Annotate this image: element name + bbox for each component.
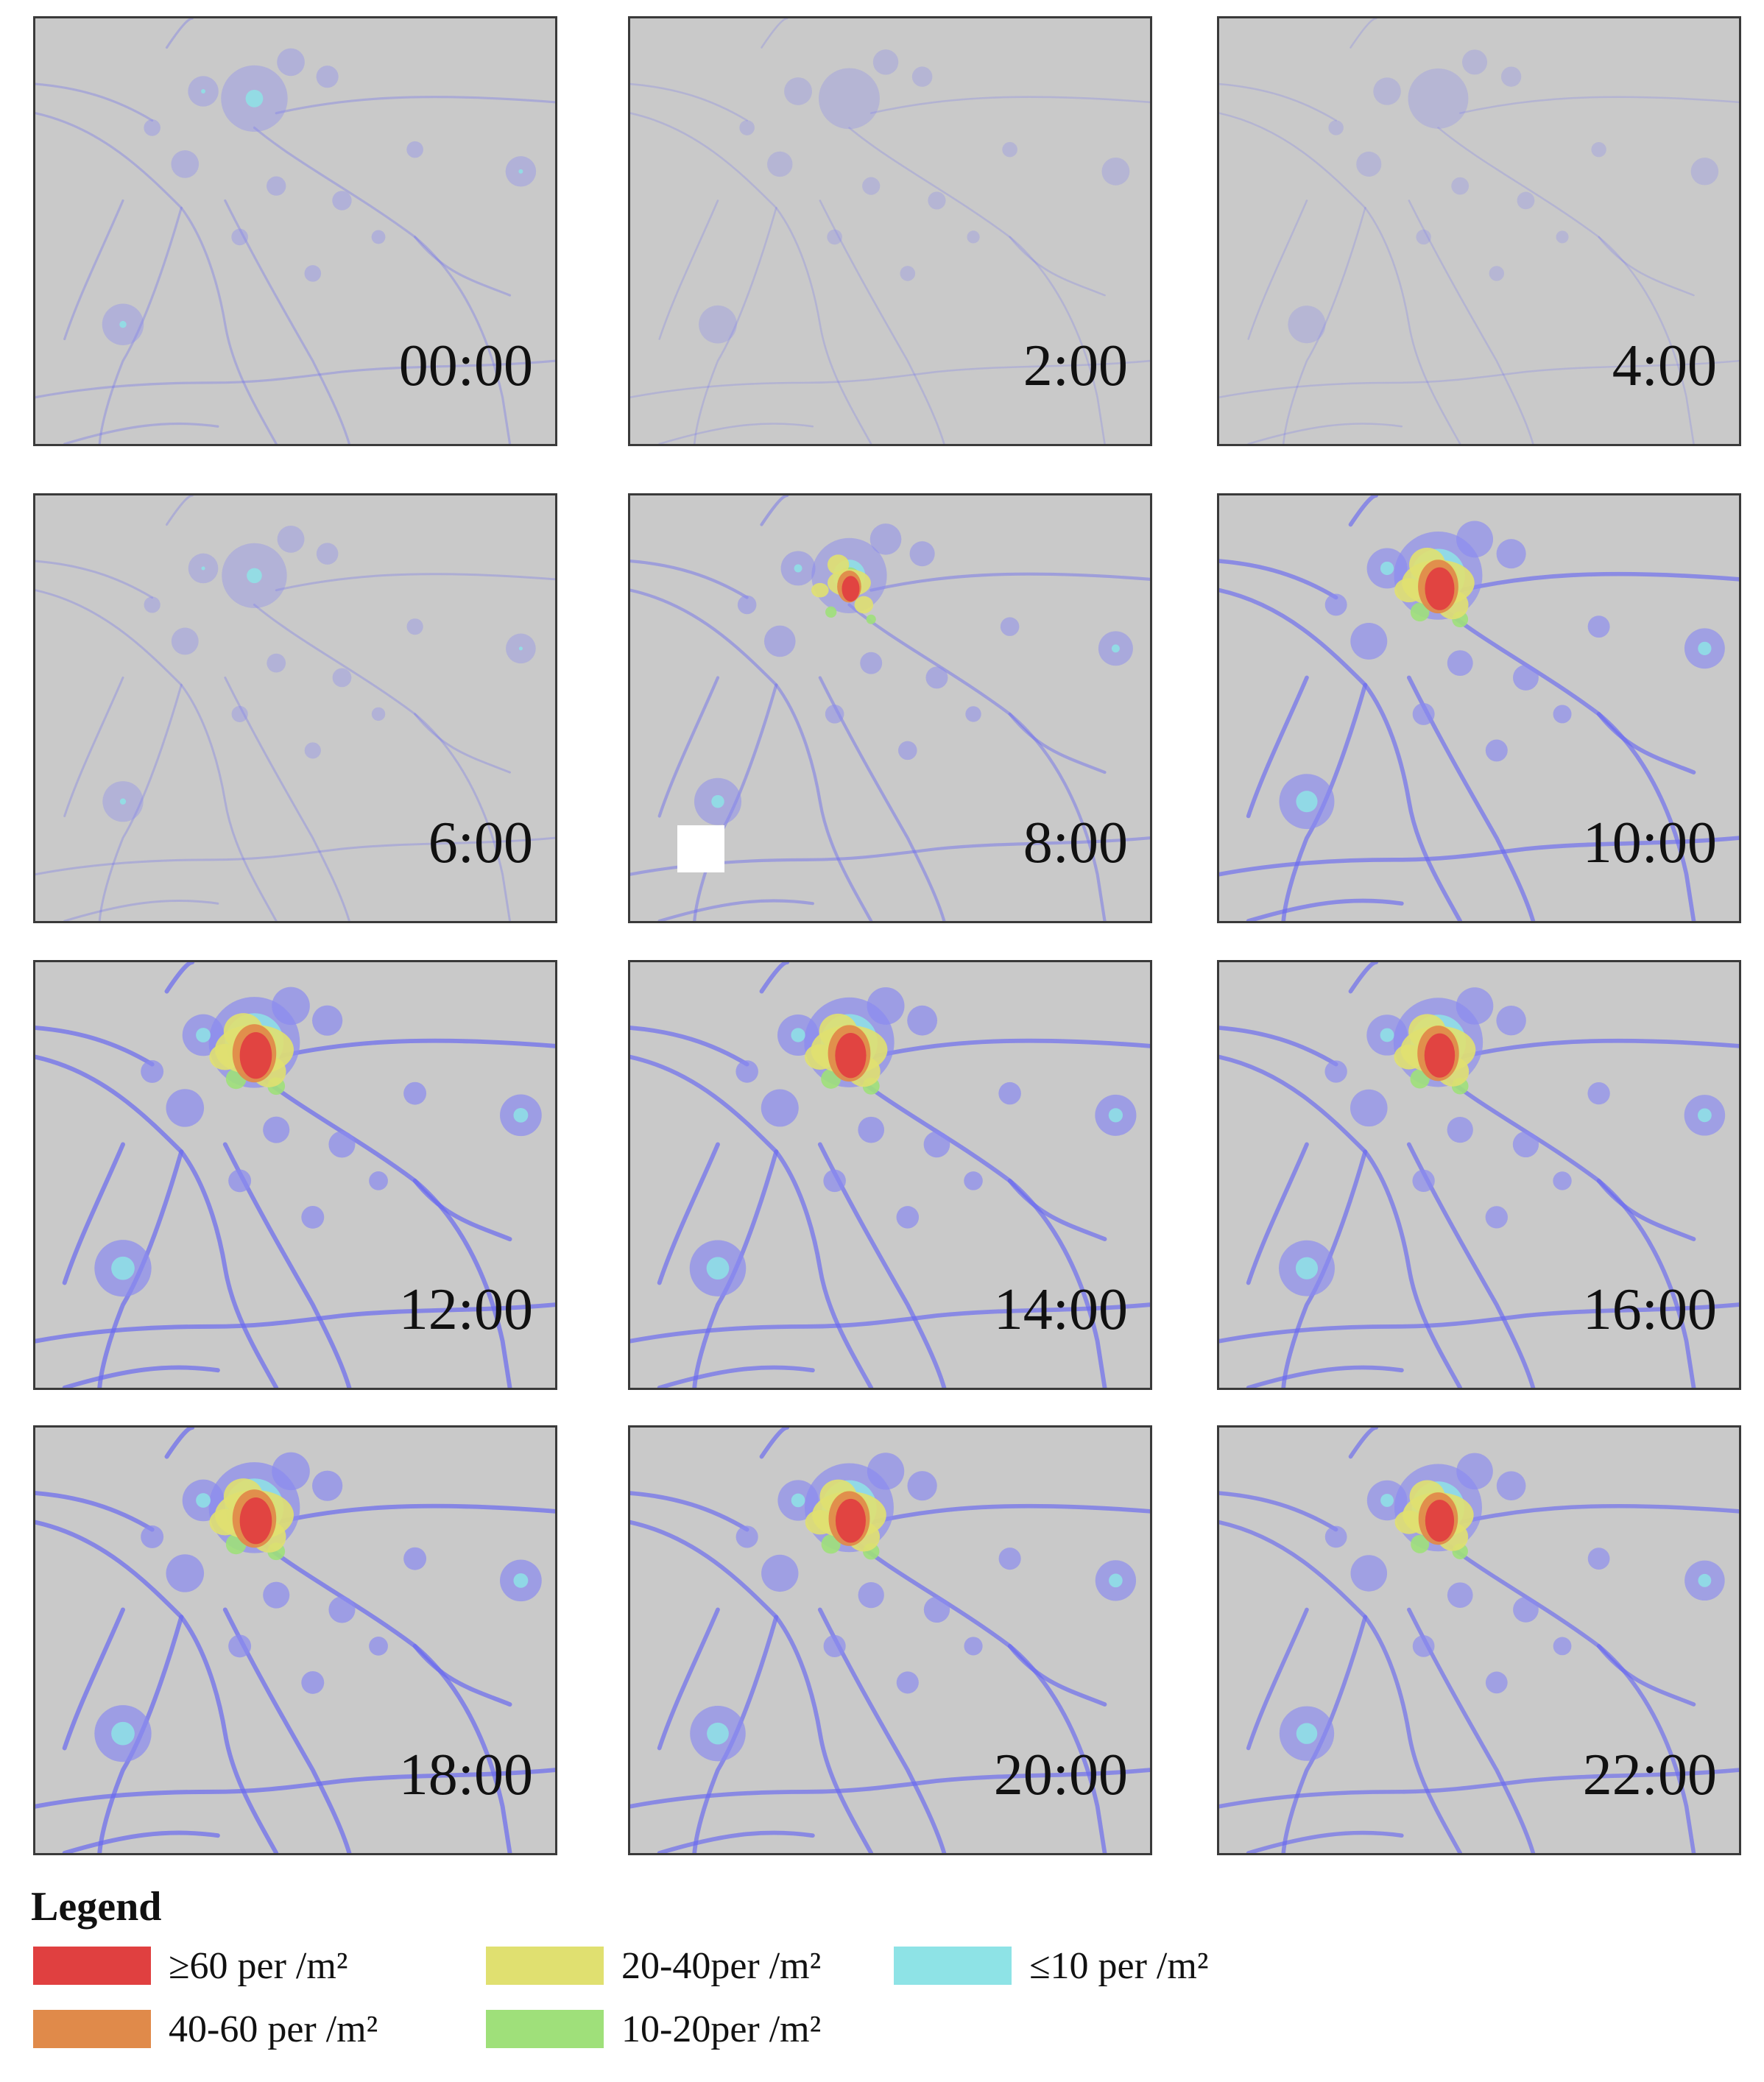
legend-label: 40-60 per /m² xyxy=(169,2008,378,2050)
high-density-core xyxy=(209,1478,294,1553)
time-label: 10:00 xyxy=(1582,811,1717,875)
density-map xyxy=(1219,1428,1739,1853)
legend-label: 10-20per /m² xyxy=(621,2008,822,2050)
legend-label: 20-40per /m² xyxy=(621,1944,822,1987)
map-panel-1400: 14:00 xyxy=(628,960,1152,1390)
map-panel-0800: 8:00 xyxy=(628,493,1152,923)
road-network xyxy=(35,1428,555,1853)
high-density-core xyxy=(209,1013,294,1087)
low-density-areas xyxy=(699,49,1130,344)
low-density-areas xyxy=(694,523,1133,825)
high-density-core xyxy=(805,1479,886,1552)
low-density-areas xyxy=(94,987,542,1297)
legend-title: Legend xyxy=(31,1884,162,1930)
mid-density-areas xyxy=(119,89,523,328)
map-panel-1600: 16:00 xyxy=(1217,960,1741,1390)
time-label: 14:00 xyxy=(993,1277,1128,1342)
road-network xyxy=(630,495,1150,921)
road-network xyxy=(35,962,555,1388)
road-network xyxy=(630,962,1150,1388)
time-label: 22:00 xyxy=(1582,1743,1717,1807)
map-panel-1000: 10:00 xyxy=(1217,493,1741,923)
map-panel-2000: 20:00 xyxy=(628,1425,1152,1855)
density-map xyxy=(630,962,1150,1388)
time-label: 20:00 xyxy=(993,1743,1128,1807)
road-network xyxy=(35,495,555,921)
low-density-areas xyxy=(102,525,536,822)
low-density-areas xyxy=(690,1453,1137,1762)
legend-item-10-20: 10-20per /m² xyxy=(486,2007,821,2051)
white-square-marker xyxy=(677,825,724,872)
legend-swatch xyxy=(894,1947,1012,1985)
legend-item-40-60: 40-60 per /m² xyxy=(33,2007,378,2051)
low-density-areas xyxy=(1288,49,1719,344)
time-label: 2:00 xyxy=(1023,334,1128,398)
high-density-core xyxy=(1394,1014,1476,1087)
density-map xyxy=(35,18,555,444)
map-panel-0200: 2:00 xyxy=(628,16,1152,446)
map-panel-0400: 4:00 xyxy=(1217,16,1741,446)
low-density-areas xyxy=(102,48,537,345)
legend-item-10-less: ≤10 per /m² xyxy=(894,1944,1208,1988)
legend-item-60-plus: ≥60 per /m² xyxy=(33,1944,347,1988)
density-map xyxy=(35,962,555,1388)
time-label: 6:00 xyxy=(428,811,533,875)
legend-label: ≥60 per /m² xyxy=(169,1944,348,1987)
time-label: 8:00 xyxy=(1023,811,1128,875)
low-density-areas xyxy=(1279,520,1725,830)
low-density-areas xyxy=(94,1452,542,1762)
legend-swatch xyxy=(486,2010,604,2048)
low-density-areas xyxy=(1279,1453,1725,1761)
density-map xyxy=(35,1428,555,1853)
legend-item-20-40: 20-40per /m² xyxy=(486,1944,821,1988)
density-map xyxy=(1219,495,1739,921)
road-network xyxy=(1219,495,1739,921)
road-network xyxy=(630,1428,1150,1853)
density-map xyxy=(630,18,1150,444)
time-label: 00:00 xyxy=(398,334,533,398)
density-map xyxy=(630,1428,1150,1853)
high-density-core xyxy=(811,554,874,614)
density-map xyxy=(35,495,555,921)
road-network xyxy=(1219,18,1739,444)
time-label: 18:00 xyxy=(398,1743,533,1807)
density-map xyxy=(1219,962,1739,1388)
time-label: 12:00 xyxy=(398,1277,533,1342)
density-map xyxy=(630,495,1150,921)
mid-density-areas xyxy=(119,566,523,805)
map-panel-0600: 6:00 xyxy=(33,493,557,923)
high-density-core xyxy=(804,1013,888,1087)
map-panel-1800: 18:00 xyxy=(33,1425,557,1855)
low-density-areas xyxy=(689,987,1137,1296)
legend-swatch xyxy=(33,2010,151,2048)
road-network xyxy=(1219,1428,1739,1853)
time-label: 16:00 xyxy=(1582,1277,1717,1342)
legend-swatch xyxy=(33,1947,151,1985)
legend-swatch xyxy=(486,1947,604,1985)
road-network xyxy=(1219,962,1739,1388)
map-panel-1200: 12:00 xyxy=(33,960,557,1390)
road-network xyxy=(35,18,555,444)
road-network xyxy=(630,18,1150,444)
legend-label: ≤10 per /m² xyxy=(1029,1944,1209,1987)
time-label: 4:00 xyxy=(1612,334,1717,398)
map-panel-2200: 22:00 xyxy=(1217,1425,1741,1855)
high-density-core xyxy=(1394,548,1475,620)
low-density-areas xyxy=(1279,987,1726,1296)
density-map xyxy=(1219,18,1739,444)
high-density-core xyxy=(1394,1480,1474,1551)
map-panel-0000: 00:00 xyxy=(33,16,557,446)
